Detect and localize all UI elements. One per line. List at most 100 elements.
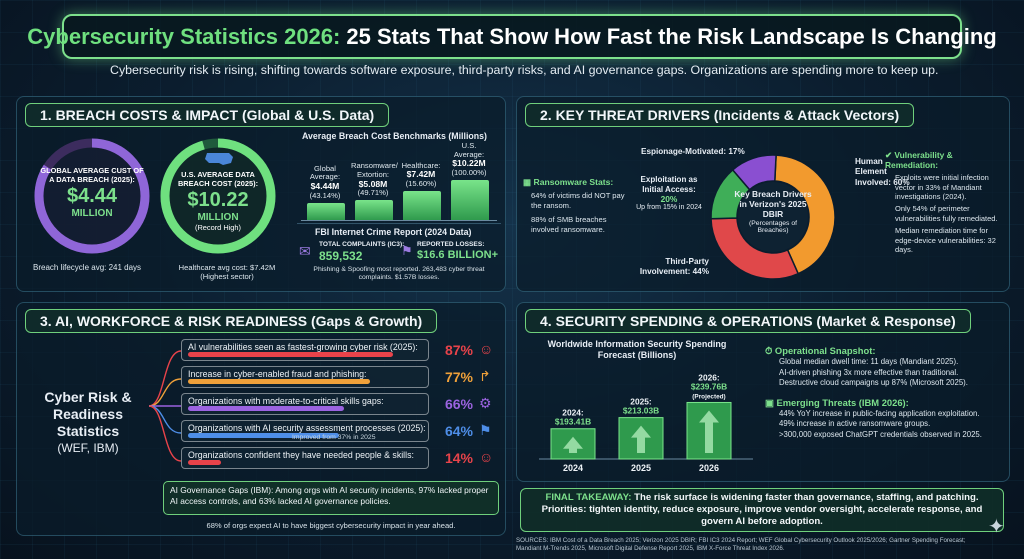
benchmark-label: Healthcare: $7.42M (15.60%) bbox=[401, 160, 441, 189]
section-breach-costs: 1. BREACH COSTS & IMPACT (Global & U.S. … bbox=[16, 96, 506, 292]
fbi-box: FBI Internet Crime Report (2024 Data) ✉ … bbox=[297, 223, 501, 287]
donut-slice bbox=[731, 154, 777, 191]
fbi-complaints-value: 859,532 bbox=[319, 249, 363, 263]
risk-row-bar bbox=[188, 406, 344, 411]
up-arrow-icon bbox=[563, 436, 583, 453]
fbi-title: FBI Internet Crime Report (2024 Data) bbox=[315, 227, 472, 237]
section-threat-drivers: 2. KEY THREAT DRIVERS (Incidents & Attac… bbox=[516, 96, 1010, 292]
page-subtitle: Cybersecurity risk is rising, shifting t… bbox=[110, 63, 939, 77]
risk-row-text: AI vulnerabilities seen as fastest-growi… bbox=[188, 342, 418, 352]
risk-row-text: Organizations with AI security assessmen… bbox=[188, 423, 426, 433]
x-tick-label: 2026 bbox=[699, 463, 719, 473]
x-tick-label: 2024 bbox=[563, 463, 583, 473]
ransom-icon: ▦ bbox=[523, 177, 534, 187]
donut-hole bbox=[738, 182, 808, 252]
robot-icon: ☺ bbox=[479, 341, 494, 357]
section-ai-workforce: 3. AI, WORKFORCE & RISK READINESS (Gaps … bbox=[16, 302, 506, 536]
global-cost-label: GLOBAL AVERAGE CUST OF A DATA BREACH (20… bbox=[40, 166, 144, 184]
risk-row-bar bbox=[188, 433, 340, 438]
title-accent: Cybersecurity Statistics 2026: bbox=[27, 23, 341, 49]
threat-item: 49% increase in active ransomware groups… bbox=[779, 419, 931, 429]
us-cost-label: U.S. AVERAGE DATA BREACH COST (2025): bbox=[177, 170, 259, 188]
label-third-party: Third-Party Involvement: 44% bbox=[639, 257, 709, 277]
governance-text: AI Governance Gaps (IBM): Among orgs wit… bbox=[170, 485, 489, 506]
spending-bar-label: 2026: bbox=[698, 372, 719, 382]
fbi-losses-label: REPORTED LOSSES: bbox=[417, 241, 485, 248]
governance-box: AI Governance Gaps (IBM): Among orgs wit… bbox=[163, 481, 499, 515]
spending-bar-label: (Projected) bbox=[692, 393, 725, 400]
benchmark-bar bbox=[403, 190, 441, 220]
benchmark-bar bbox=[307, 202, 345, 220]
fbi-losses-value: $16.6 BILLION+ bbox=[417, 249, 499, 261]
chip-icon: ▣ bbox=[765, 396, 777, 408]
ops-item: Global median dwell time: 11 days (Mandi… bbox=[779, 357, 959, 366]
ransom-item: 64% of victims did NOT pay the ransom. bbox=[531, 191, 625, 211]
donut-center-sub: (Percentages of Breaches) bbox=[749, 220, 797, 235]
people-icon: ☺ bbox=[479, 449, 494, 465]
risk-rows: AI vulnerabilities seen as fastest-growi… bbox=[181, 339, 501, 475]
ransom-item: 88% of SMB breaches involved ransomware. bbox=[531, 214, 607, 234]
sources: SOURCES: IBM Cost of a Data Breach 2025;… bbox=[516, 537, 966, 553]
section-3-heading: 3. AI, WORKFORCE & RISK READINESS (Gaps … bbox=[25, 309, 438, 333]
page-title: Cybersecurity Statistics 2026: 25 Stats … bbox=[27, 14, 997, 59]
risk-row: Increase in cyber-enabled fraud and phis… bbox=[181, 366, 429, 388]
sparkle-icon: ✦ bbox=[988, 516, 1005, 538]
risk-row-percent: 66% bbox=[444, 396, 473, 412]
spending-bar-label: $213.03B bbox=[623, 406, 659, 416]
global-cost-unit: MILLION bbox=[71, 207, 113, 219]
risk-row-bar bbox=[188, 352, 394, 357]
ops-item: AI-driven phishing 3x more effective tha… bbox=[779, 367, 959, 377]
section-spending: 4. SECURITY SPENDING & OPERATIONS (Marke… bbox=[516, 302, 1010, 482]
us-map-icon bbox=[205, 153, 233, 165]
risk-row-percent: 14% bbox=[444, 450, 473, 466]
spending-bar-label: $193.41B bbox=[555, 417, 591, 427]
fbi-note: Phishing & Spoofing most reported. 263,4… bbox=[313, 266, 485, 282]
risk-row: AI vulnerabilities seen as fastest-growi… bbox=[181, 339, 429, 361]
benchmark-label: Global Average: $4.44M (43.14%) bbox=[309, 163, 341, 200]
risk-row-bar bbox=[188, 460, 222, 465]
threat-item: >300,000 exposed ChatGPT credentials obs… bbox=[779, 429, 982, 439]
hook-icon: ↱ bbox=[479, 368, 491, 384]
donut-center-label: Key Breach Drivers in Verizon's 2025 DBI… bbox=[734, 189, 812, 220]
title-rest: 25 Stats That Show How Fast the Risk Lan… bbox=[346, 23, 997, 49]
x-tick-label: 2025 bbox=[631, 463, 651, 473]
bottom-note: 68% of orgs expect AI to have biggest cy… bbox=[206, 521, 456, 530]
spending-chart-title: Worldwide Information Security Spending … bbox=[547, 339, 727, 361]
risk-row-percent: 77% bbox=[444, 369, 473, 385]
benchmark-title: Average Breach Cost Benchmarks (Millions… bbox=[302, 131, 487, 141]
risk-row-text: Increase in cyber-enabled fraud and phis… bbox=[188, 369, 367, 379]
final-text: The risk surface is widening faster than… bbox=[541, 492, 983, 527]
stopwatch-icon: ⏱ bbox=[765, 345, 775, 356]
benchmark-chart: Global Average: $4.44M (43.14%) Ransomware/… bbox=[301, 141, 497, 221]
us-cost-value: $10.22 bbox=[187, 188, 249, 211]
flag-icon: ⚑ bbox=[479, 422, 492, 438]
threat-donut bbox=[710, 154, 836, 280]
spending-chart: 2024:$193.41B 2024 2025:$213.03B 2025 2026:$… bbox=[539, 372, 753, 473]
final-takeaway: FINAL TAKEAWAY: The risk surface is wide… bbox=[520, 488, 1004, 532]
risk-row: Organizations with moderate-to-critical … bbox=[181, 393, 429, 415]
us-cost-unit: MILLION bbox=[197, 211, 239, 223]
label-exploit-note: Up from 15% in 2024 bbox=[636, 204, 702, 212]
label-exploit-value: 20% bbox=[660, 194, 678, 205]
connector-lines bbox=[148, 350, 182, 462]
vuln-item: Only 54% of perimeter vulnerabilities fu… bbox=[895, 204, 998, 223]
ops-item: Destructive cloud campaigns up 87% (Micr… bbox=[779, 378, 968, 388]
side-sub: (WEF, IBM) bbox=[57, 441, 119, 456]
risk-row-bar bbox=[188, 379, 370, 384]
risk-row-text: Organizations confident they have needed… bbox=[188, 450, 414, 460]
risk-row-percent: 64% bbox=[444, 423, 473, 439]
global-cost-value: $4.44 bbox=[66, 184, 118, 207]
risk-row-percent: 87% bbox=[444, 342, 473, 358]
losses-icon: ⚑ bbox=[401, 243, 413, 258]
risk-row: Organizations confident they have needed… bbox=[181, 447, 429, 469]
ransom-title: ▦ Ransomware Stats: bbox=[523, 177, 614, 187]
spending-bar-label: 2024: bbox=[562, 408, 583, 418]
fbi-complaints-label: TOTAL COMPLAINTS (IC3): bbox=[319, 241, 405, 248]
complaints-icon: ✉ bbox=[299, 243, 311, 259]
global-cost-ring bbox=[34, 138, 150, 254]
section-1-heading: 1. BREACH COSTS & IMPACT (Global & U.S. … bbox=[25, 103, 390, 127]
gear-icon: ⚙ bbox=[479, 395, 492, 411]
healthcare-note: Healthcare avg cost: $7.42M (Highest sec… bbox=[178, 263, 276, 282]
vuln-title: ✔ Vulnerability & Remediation: bbox=[885, 150, 953, 170]
side-title: Cyber Risk & Readiness Statistics bbox=[44, 389, 132, 439]
